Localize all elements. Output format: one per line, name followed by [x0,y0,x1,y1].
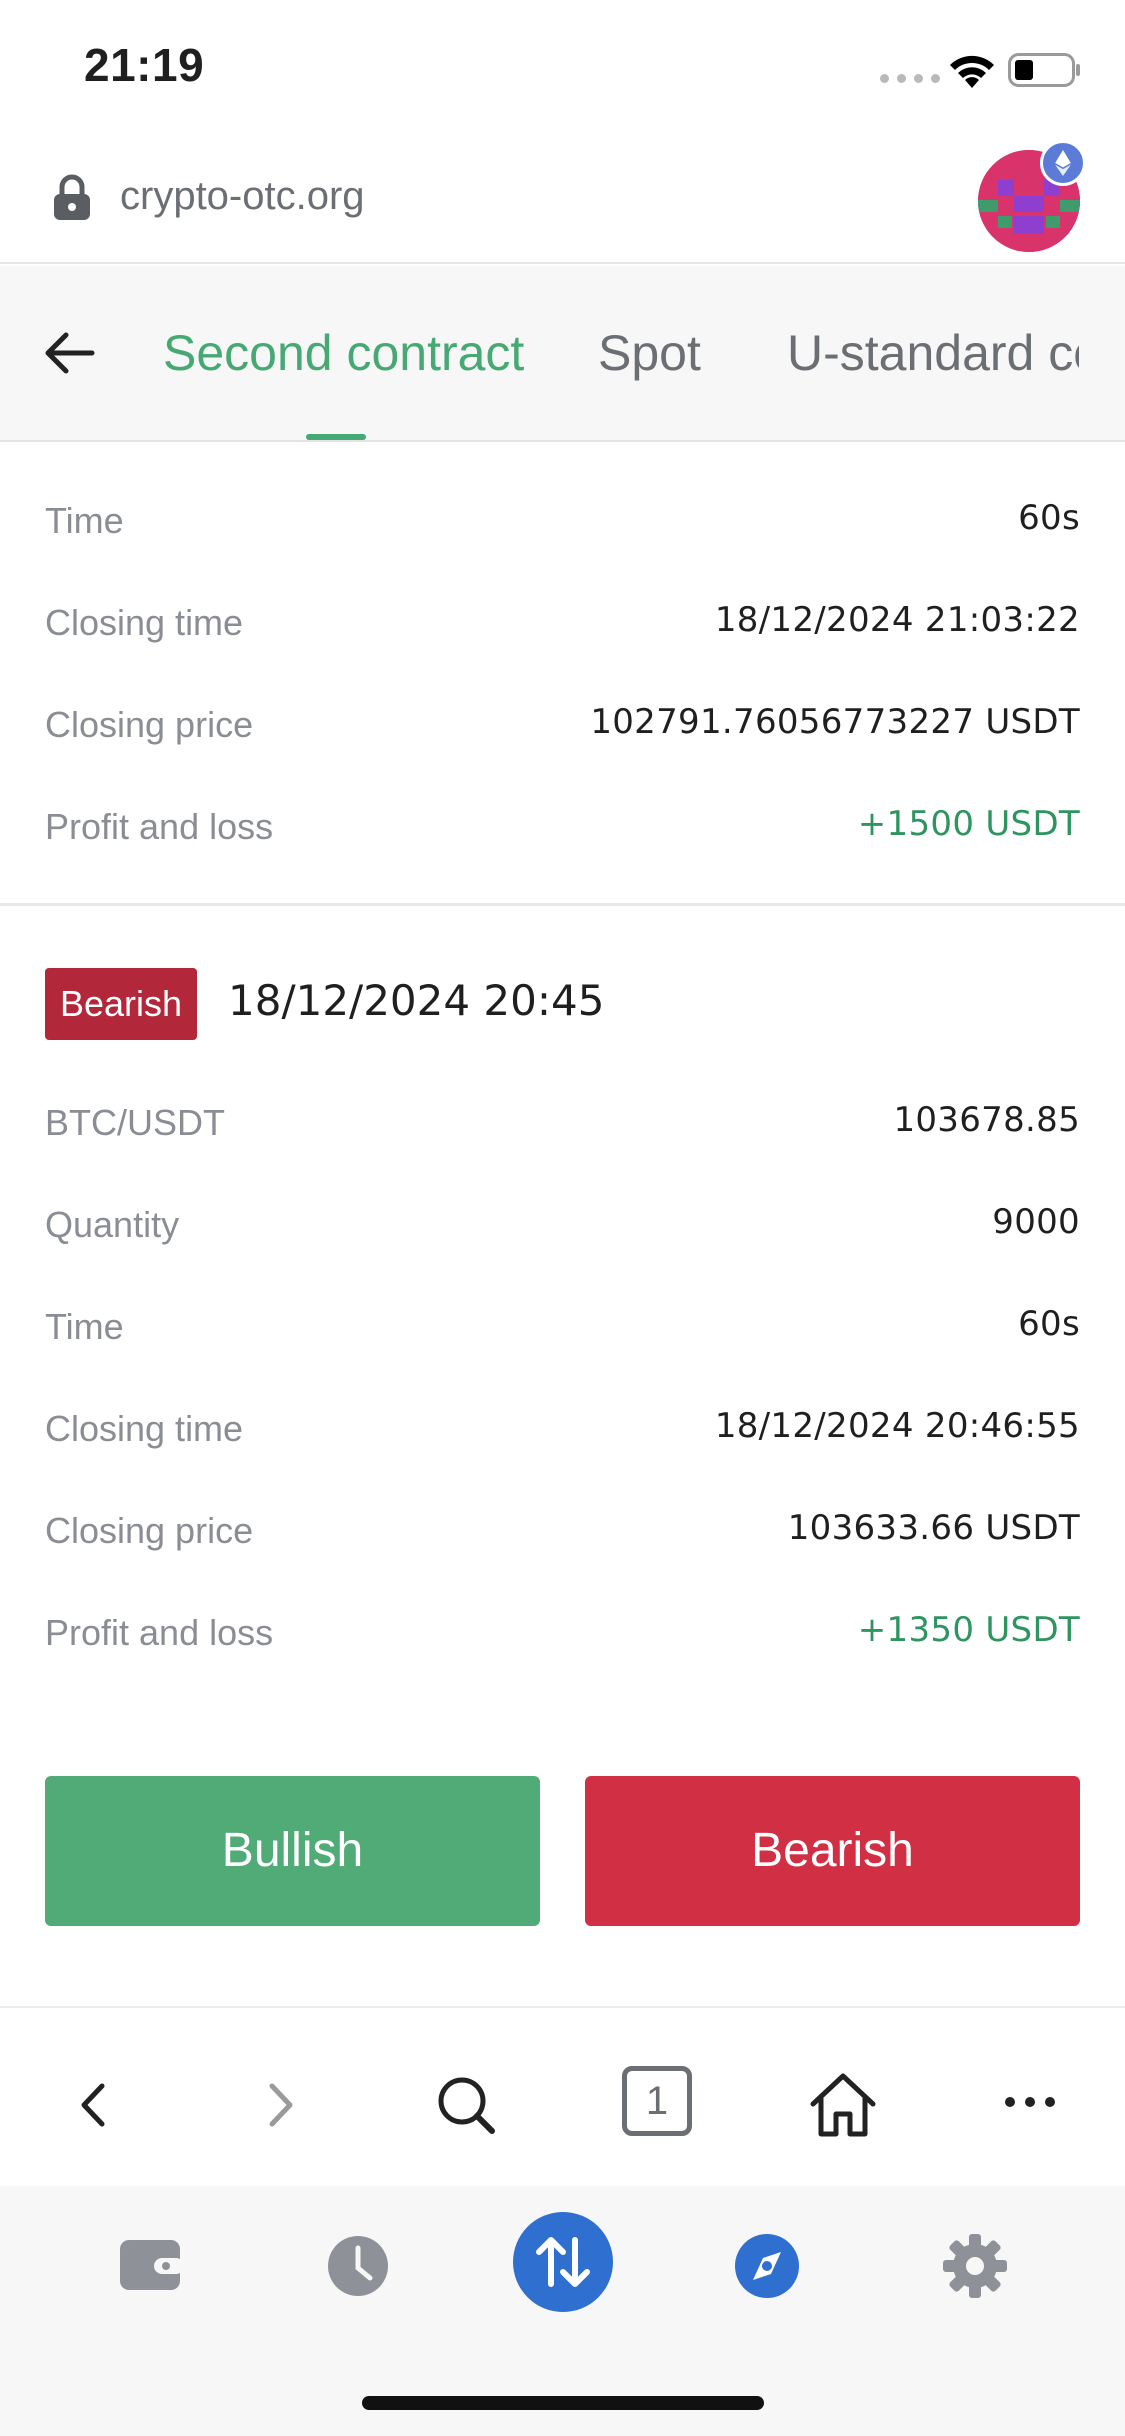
order-date: 18/12/2024 20:45 [228,976,604,1025]
row-label: Closing price [45,1510,253,1552]
row-value: 103633.66 USDT [788,1508,1080,1548]
browser-back-icon[interactable] [62,2068,126,2142]
battery-icon [1008,53,1082,87]
home-icon[interactable] [808,2068,878,2142]
address-bar[interactable]: crypto-otc.org [0,132,1125,264]
bearish-button[interactable]: Bearish [585,1776,1080,1926]
tab-bar: Second contract Spot U-standard contract [0,266,1125,442]
row-label: Profit and loss [45,1612,273,1654]
row-label: Profit and loss [45,806,273,848]
row-label: Time [45,500,124,542]
detail-row-profit-and-loss: Profit and loss +1350 USDT [45,1602,1080,1662]
row-value: 18/12/2024 20:46:55 [715,1406,1080,1446]
discover-compass-icon[interactable] [719,2218,815,2314]
tab-spot[interactable]: Spot [598,324,701,382]
detail-row-pair: BTC/USDT 103678.85 [45,1092,1080,1152]
status-bar: 21:19 [0,0,1125,132]
search-icon[interactable] [434,2068,498,2142]
tabs-count-button[interactable]: 1 [622,2066,692,2136]
row-label: BTC/USDT [45,1102,225,1144]
settings-gear-icon[interactable] [927,2218,1023,2314]
back-arrow-icon[interactable] [40,328,96,378]
detail-row-closing-price: Closing price 103633.66 USDT [45,1500,1080,1560]
row-value: 103678.85 [893,1100,1080,1140]
row-value: 102791.76056773227 USDT [590,702,1080,742]
row-label: Closing price [45,704,253,746]
wallet-icon[interactable] [102,2218,198,2314]
row-value: 18/12/2024 21:03:22 [715,600,1080,640]
detail-row-closing-time: Closing time 18/12/2024 21:03:22 [45,592,1080,652]
row-value-profit: +1500 USDT [858,804,1080,844]
browser-toolbar: 1 [0,2006,1125,2186]
order-divider [0,903,1125,906]
row-label: Time [45,1306,124,1348]
row-value: 9000 [992,1202,1080,1242]
detail-row-closing-time: Closing time 18/12/2024 20:46:55 [45,1398,1080,1458]
detail-row-time: Time 60s [45,1296,1080,1356]
tab-u-standard-contract[interactable]: U-standard contract [787,324,1079,382]
tab-second-contract[interactable]: Second contract [163,324,524,382]
cellular-signal-icon [880,74,940,83]
wifi-icon [946,50,998,90]
row-value: 60s [1018,498,1080,538]
detail-row-time: Time 60s [45,490,1080,550]
ethereum-icon [1040,140,1086,186]
row-label: Quantity [45,1204,179,1246]
direction-badge: Bearish [45,968,197,1040]
row-label: Closing time [45,1408,243,1450]
detail-row-profit-and-loss: Profit and loss +1500 USDT [45,796,1080,856]
status-time: 21:19 [84,38,204,92]
browser-forward-icon[interactable] [248,2068,312,2142]
home-indicator[interactable] [362,2396,764,2410]
url-text[interactable]: crypto-otc.org [120,174,365,219]
trade-transfer-icon[interactable] [511,2210,615,2314]
detail-row-quantity: Quantity 9000 [45,1194,1080,1254]
row-value: 60s [1018,1304,1080,1344]
active-tab-indicator [306,434,366,440]
bullish-button[interactable]: Bullish [45,1776,540,1926]
history-clock-icon[interactable] [310,2218,406,2314]
row-value-profit: +1350 USDT [858,1610,1080,1650]
more-icon[interactable] [998,2068,1062,2142]
detail-row-closing-price: Closing price 102791.76056773227 USDT [45,694,1080,754]
lock-icon [50,174,94,222]
row-label: Closing time [45,602,243,644]
